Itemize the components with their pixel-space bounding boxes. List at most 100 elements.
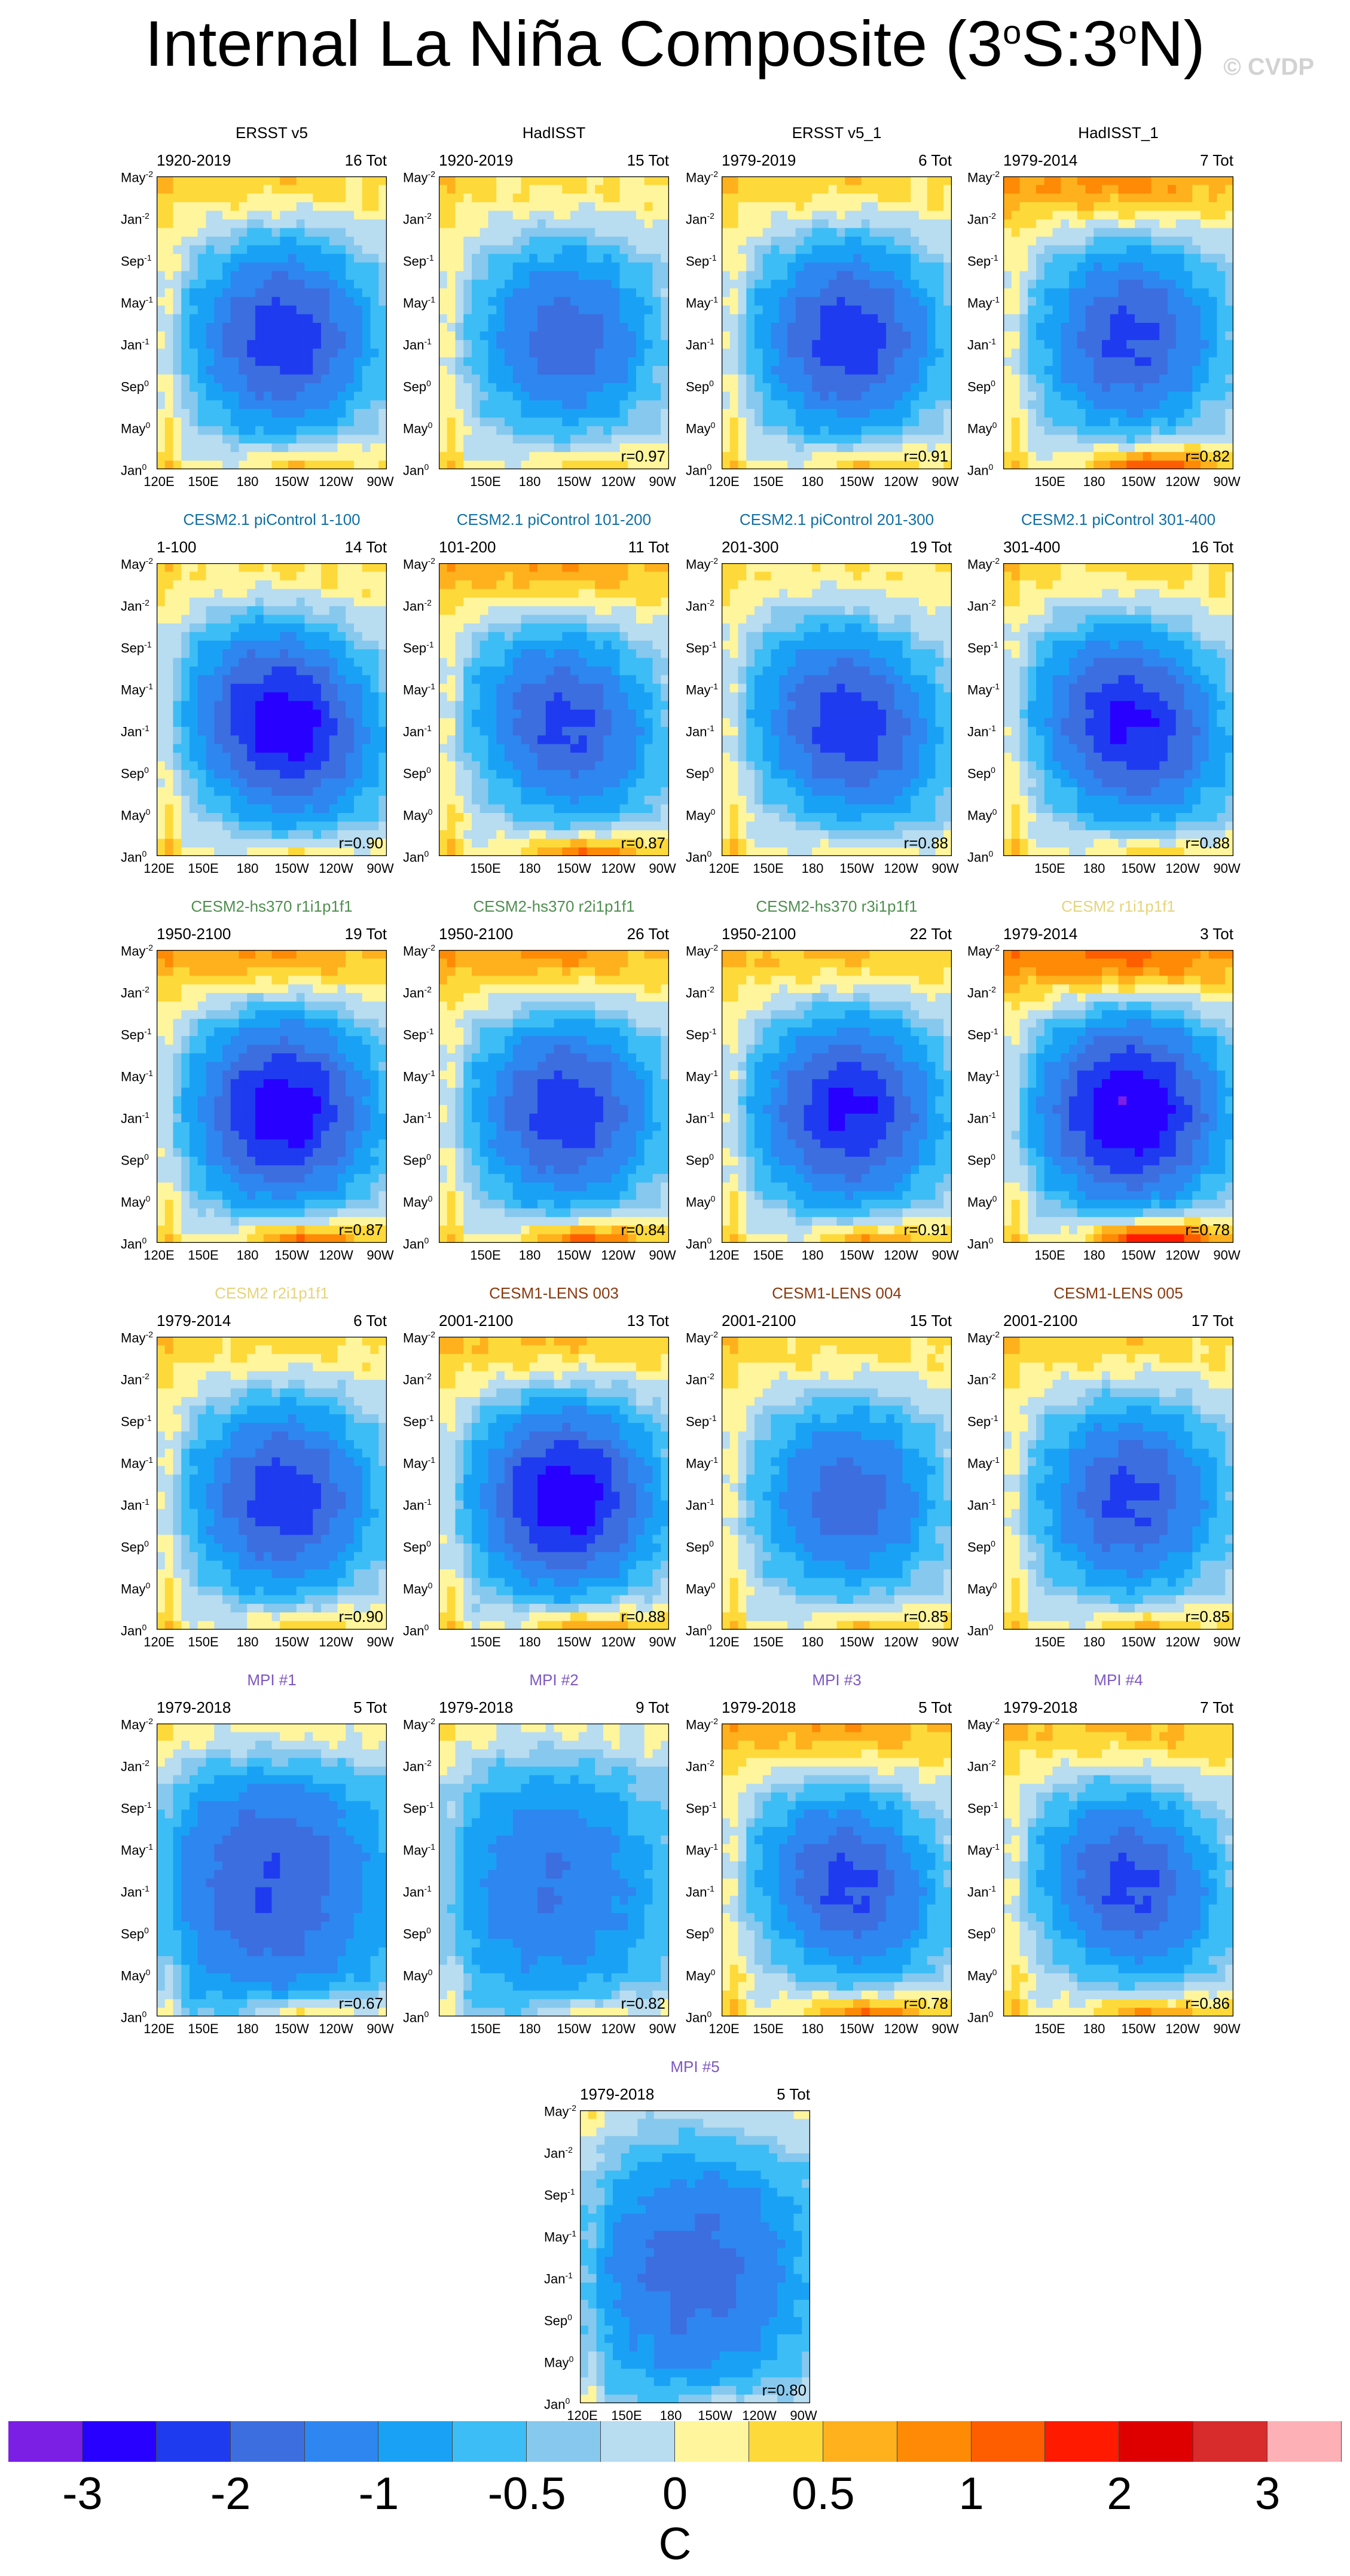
field-cell: [1225, 279, 1233, 289]
field-cell: [354, 262, 363, 272]
field-cell: [636, 426, 645, 435]
field-cell: [787, 374, 796, 384]
field-cell: [779, 400, 788, 410]
field-cell: [603, 366, 612, 375]
field-cell: [779, 288, 788, 298]
field-cell: [214, 761, 223, 771]
field-cell: [214, 710, 223, 719]
field-cell: [1003, 435, 1012, 444]
field-cell: [1201, 279, 1209, 289]
field-cell: [1069, 443, 1078, 453]
field-cell: [762, 314, 772, 323]
field-cell: [636, 409, 645, 418]
field-cell: [820, 262, 829, 272]
field-cell: [1208, 245, 1218, 255]
field-cell: [288, 409, 297, 418]
field-cell: [1003, 210, 1012, 220]
field-cell: [463, 572, 472, 581]
field-cell: [1151, 305, 1160, 315]
field-cell: [164, 409, 174, 418]
field-cell: [1217, 366, 1226, 375]
field-cell: [943, 253, 952, 263]
field-cell: [346, 426, 355, 435]
field-cell: [562, 452, 571, 462]
field-cell: [447, 288, 456, 298]
field-cell: [271, 761, 280, 771]
field-cell: [304, 409, 313, 418]
field-cell: [1061, 340, 1070, 349]
field-cell: [529, 210, 538, 220]
field-cell: [206, 366, 215, 375]
field-cell: [1201, 297, 1209, 306]
field-cell: [636, 193, 645, 203]
field-cell: [1011, 366, 1021, 375]
field-cell: [869, 340, 878, 349]
field-cell: [214, 649, 223, 659]
field-cell: [1044, 262, 1053, 272]
field-cell: [1151, 288, 1160, 298]
field-cell: [595, 305, 604, 315]
field-cell: [1044, 366, 1053, 375]
field-cell: [447, 753, 456, 762]
field-cell: [894, 228, 903, 237]
field-cell: [346, 357, 355, 366]
field-cell: [554, 279, 563, 289]
field-cell: [496, 392, 505, 401]
field-cell: [1217, 383, 1226, 392]
field-cell: [1201, 219, 1209, 229]
field-cell: [190, 563, 198, 573]
field-cell: [346, 735, 355, 745]
field-cell: [1143, 349, 1152, 358]
field-cell: [346, 228, 355, 237]
field-cell: [1102, 262, 1111, 272]
field-cell: [1085, 193, 1094, 203]
field-cell: [1151, 202, 1160, 212]
field-cell: [354, 563, 363, 573]
field-cell: [313, 804, 322, 814]
field-cell: [628, 460, 637, 469]
field-cell: [1110, 202, 1119, 212]
field-cell: [935, 340, 944, 349]
field-cell: [296, 443, 306, 453]
field-cell: [894, 426, 903, 435]
field-cell: [853, 314, 862, 323]
field-cell: [378, 262, 387, 272]
field-cell: [1225, 409, 1233, 418]
field-cell: [362, 383, 371, 392]
field-cell: [562, 202, 571, 212]
field-cell: [512, 202, 522, 212]
field-cell: [354, 812, 363, 822]
field-cell: [197, 383, 207, 392]
field-cell: [190, 769, 198, 779]
field-cell: [1143, 374, 1152, 384]
field-cell: [1085, 340, 1094, 349]
field-cell: [869, 417, 878, 427]
field-cell: [512, 340, 522, 349]
field-cell: [321, 812, 330, 822]
field-cell: [1036, 409, 1045, 418]
field-cell: [164, 692, 174, 702]
field-cell: [378, 460, 387, 469]
field-cell: [173, 649, 182, 659]
field-cell: [1143, 253, 1152, 263]
field-cell: [746, 349, 755, 358]
field-cell: [1061, 460, 1070, 469]
field-cell: [271, 804, 280, 814]
field-cell: [636, 305, 645, 315]
field-cell: [537, 460, 546, 469]
field-cell: [1159, 417, 1168, 427]
field-cell: [190, 710, 198, 719]
field-cell: [247, 615, 256, 624]
field-cell: [157, 726, 166, 736]
field-cell: [894, 357, 903, 366]
field-cell: [512, 262, 522, 272]
field-cell: [288, 271, 297, 280]
field-cell: [894, 219, 903, 229]
field-cell: [661, 271, 669, 280]
field-cell: [1028, 245, 1037, 255]
field-cell: [902, 305, 911, 315]
field-cell: [463, 683, 472, 693]
field-cell: [271, 812, 280, 822]
field-cell: [463, 606, 472, 616]
field-cell: [1192, 426, 1201, 435]
